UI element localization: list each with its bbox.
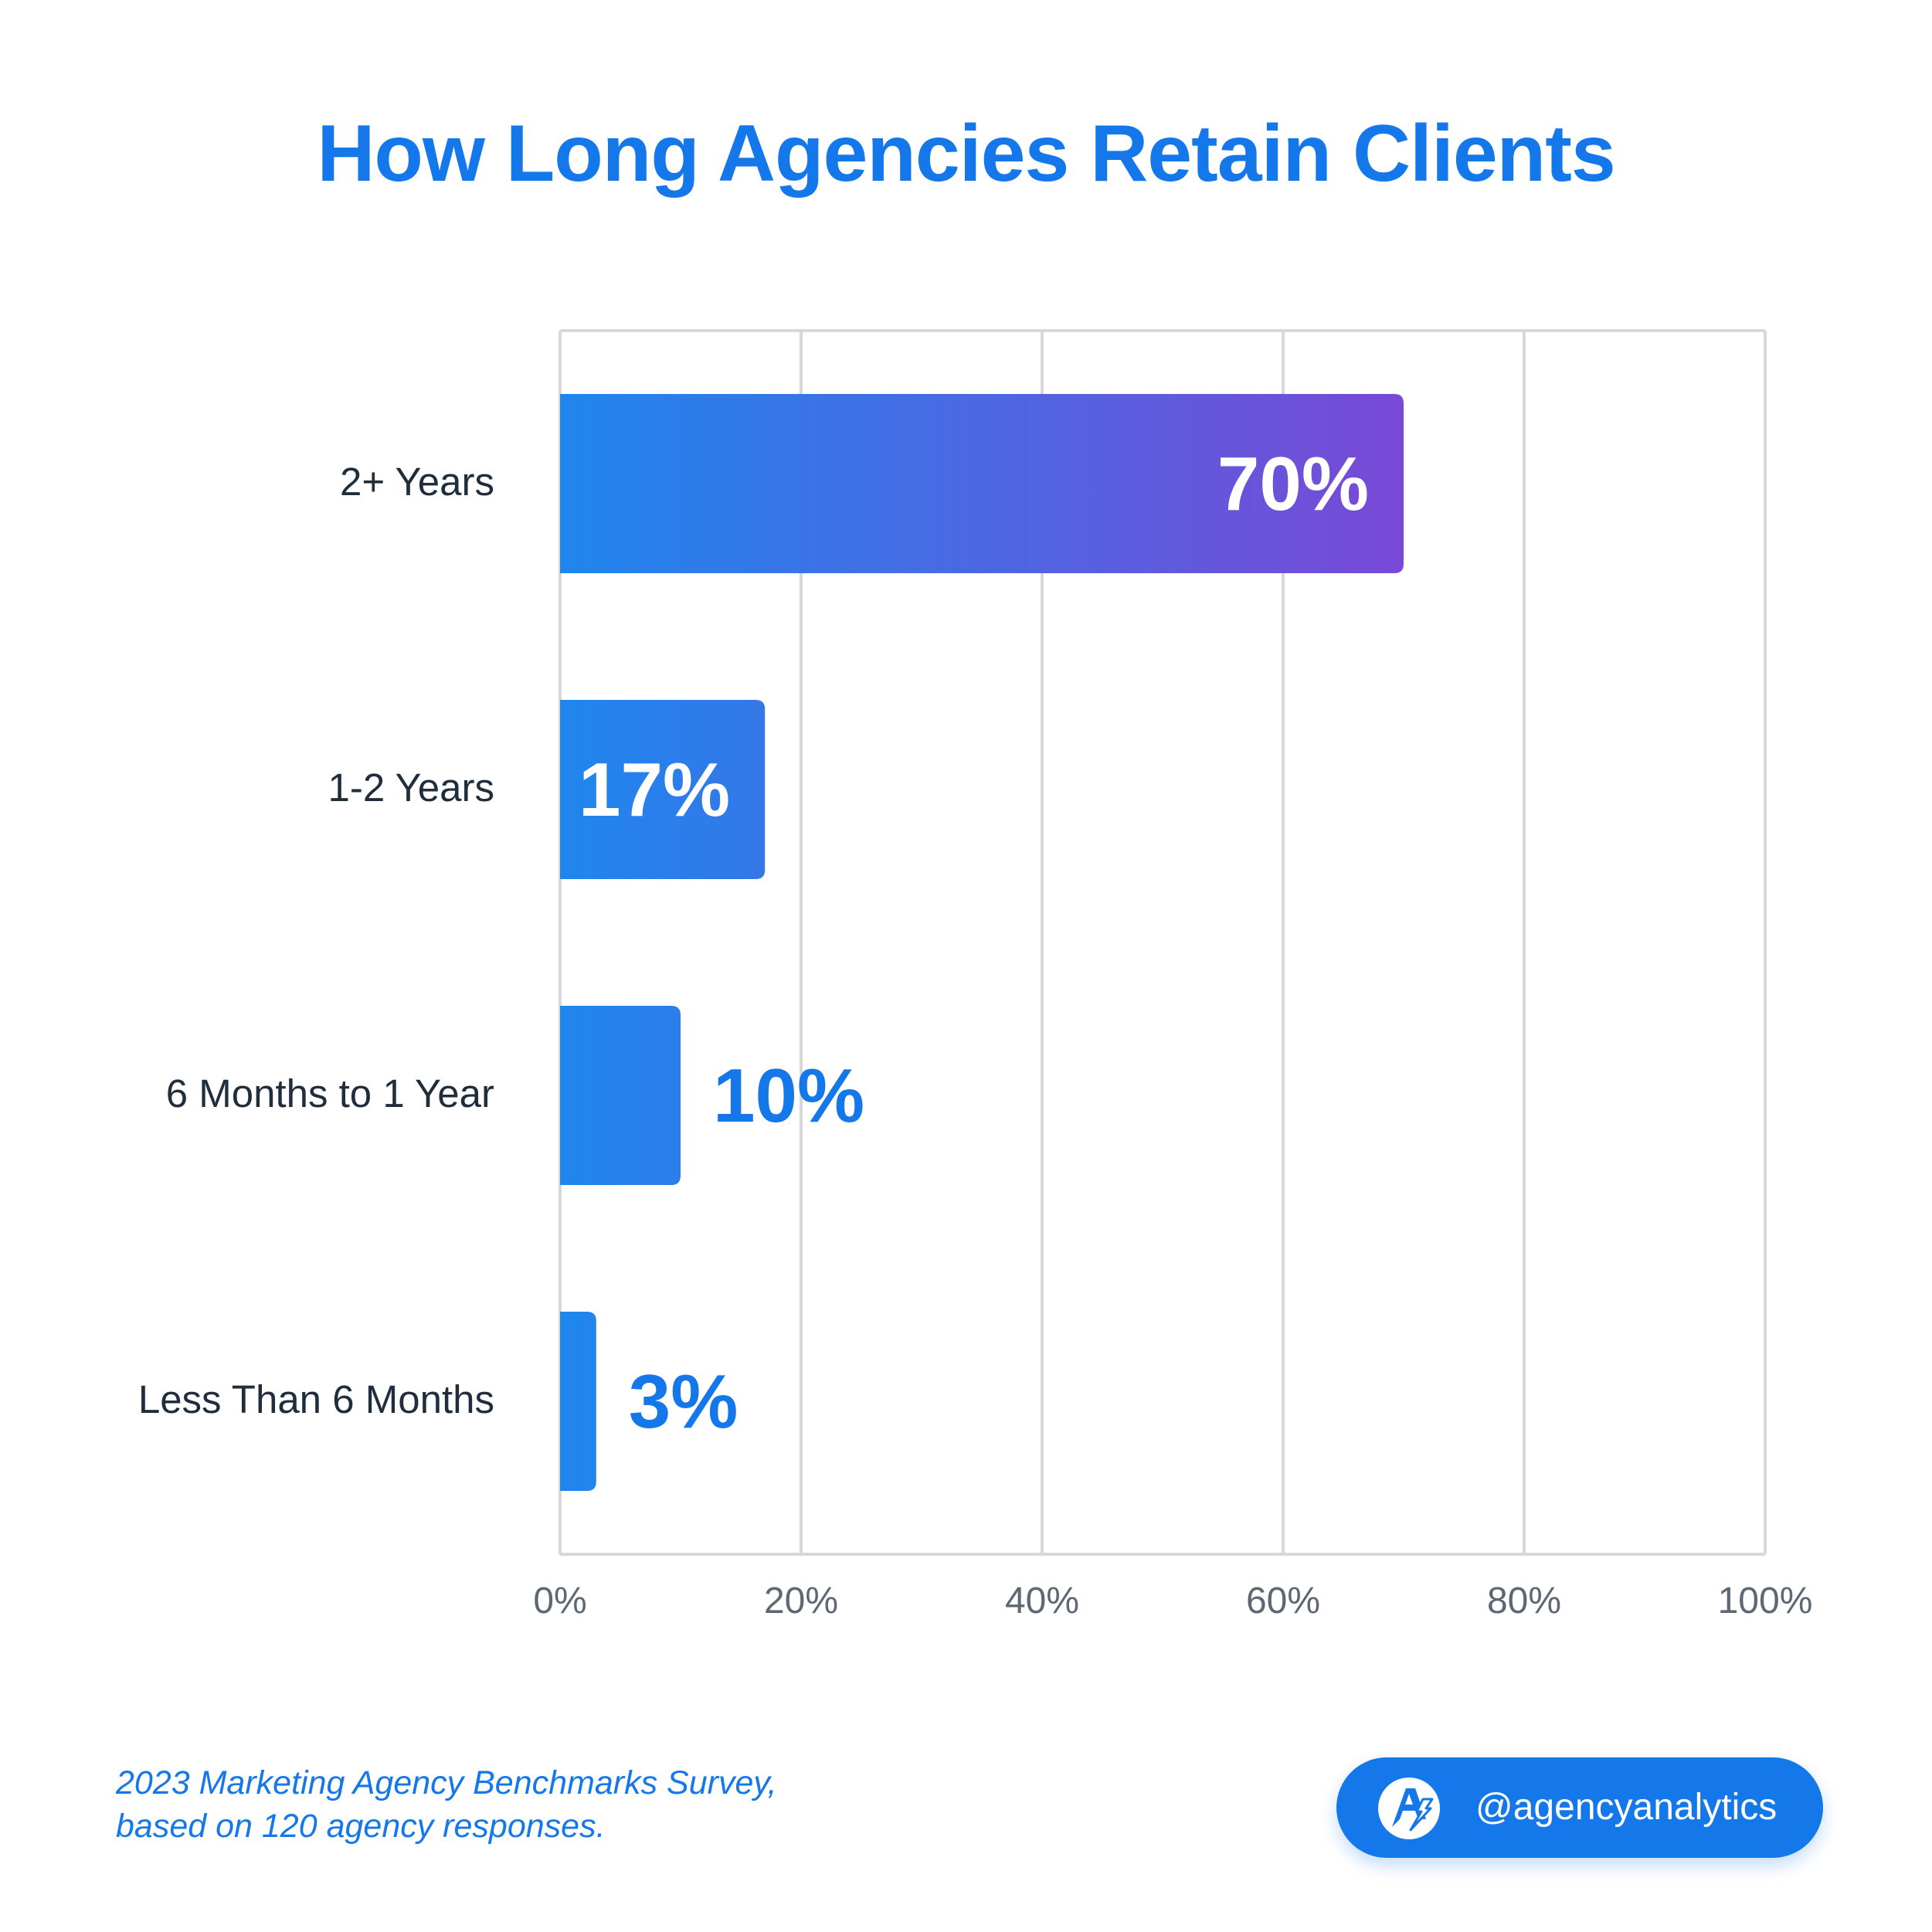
social-handle-text: @agencyanalytics [1475,1787,1778,1828]
x-tick-label: 40% [1004,1581,1080,1621]
x-tick-label: 0% [533,1581,587,1621]
social-handle-badge: @agencyanalytics [1336,1757,1823,1858]
agencyanalytics-logo-icon [1378,1778,1440,1839]
footnote-line-1: 2023 Marketing Agency Benchmarks Survey, [116,1764,777,1801]
category-label: 6 Months to 1 Year [165,1071,494,1115]
footnote: 2023 Marketing Agency Benchmarks Survey,… [116,1761,777,1848]
category-label: 1-2 Years [328,766,494,810]
bar-value-label: 10% [713,1053,864,1138]
x-tick-label: 60% [1245,1581,1321,1621]
bar [560,1006,681,1185]
x-tick-label: 80% [1486,1581,1562,1621]
category-label: Less Than 6 Months [138,1377,494,1421]
category-label: 2+ Years [340,460,494,504]
x-tick-label: 100% [1717,1581,1813,1621]
bar-value-label: 17% [579,747,730,832]
x-tick-label: 20% [763,1581,839,1621]
bar [560,700,766,879]
bar-value-label: 70% [1217,441,1369,526]
bar-value-label: 3% [629,1359,739,1444]
footnote-line-2: based on 120 agency responses. [116,1808,606,1845]
bar [560,1312,596,1491]
chart-title: How Long Agencies Retain Clients [317,109,1615,199]
bar [560,394,1404,573]
